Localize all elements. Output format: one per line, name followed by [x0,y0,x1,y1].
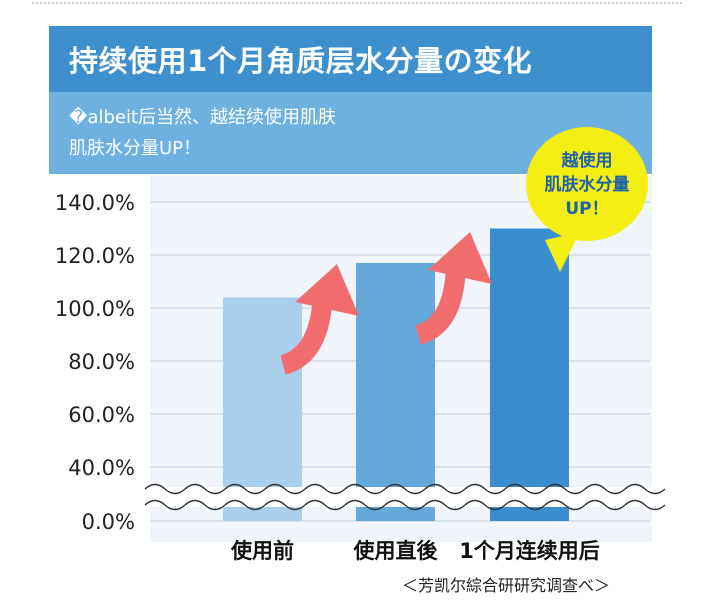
bar [356,262,435,521]
bar [490,228,569,521]
y-tick-label: 120.0% [55,244,135,268]
arrow [279,264,359,375]
source-note: ＜芳凯尔綜合研研究调查べ＞ [402,576,611,595]
speech-bubble-body [526,127,648,241]
subtitle-line-1: �albeit后当然、越结续使用肌肤 [69,107,337,128]
axis-break [144,483,666,511]
x-tick-label: 1个月连续用后 [459,539,600,563]
bubble-text-line-3: UP！ [565,199,609,219]
increase-arrows [279,232,492,375]
axis-break-line [144,499,666,511]
x-tick-label: 使用直後 [353,539,439,563]
chart-header: 持续使用1个月角质层水分量の变化 [49,26,652,92]
chart-title: 持续使用1个月角质层水分量の变化 [69,44,533,78]
y-tick-label: 100.0% [55,297,135,321]
top-dotted-divider [32,2,682,4]
axis-break-line [144,483,666,495]
bubble-text-line-2: 肌肤水分量 [544,175,630,195]
y-tick-label: 0.0% [82,510,135,534]
arrow-head [428,232,492,284]
subtitle-line-2: 肌肤水分量UP！ [69,138,202,159]
speech-bubble-tail [545,232,580,272]
arrow [414,232,492,345]
axis-break-band [145,487,655,507]
arrow-head [295,264,359,316]
y-tick-label: 60.0% [68,403,135,427]
y-tick-label: 80.0% [68,350,135,374]
bubble-text-line-1: 越使用 [561,151,613,171]
y-tick-label: 140.0% [55,191,135,215]
x-tick-labels: 使用前 使用直後 1个月连续用后 [230,539,600,563]
y-tick-labels: 140.0% 120.0% 100.0% 80.0% 60.0% 40.0% 0.0% [55,191,135,534]
bar [223,297,302,521]
y-tick-label: 40.0% [68,456,135,480]
bars [223,228,569,521]
x-tick-label: 使用前 [230,539,294,563]
speech-bubble [526,127,648,272]
